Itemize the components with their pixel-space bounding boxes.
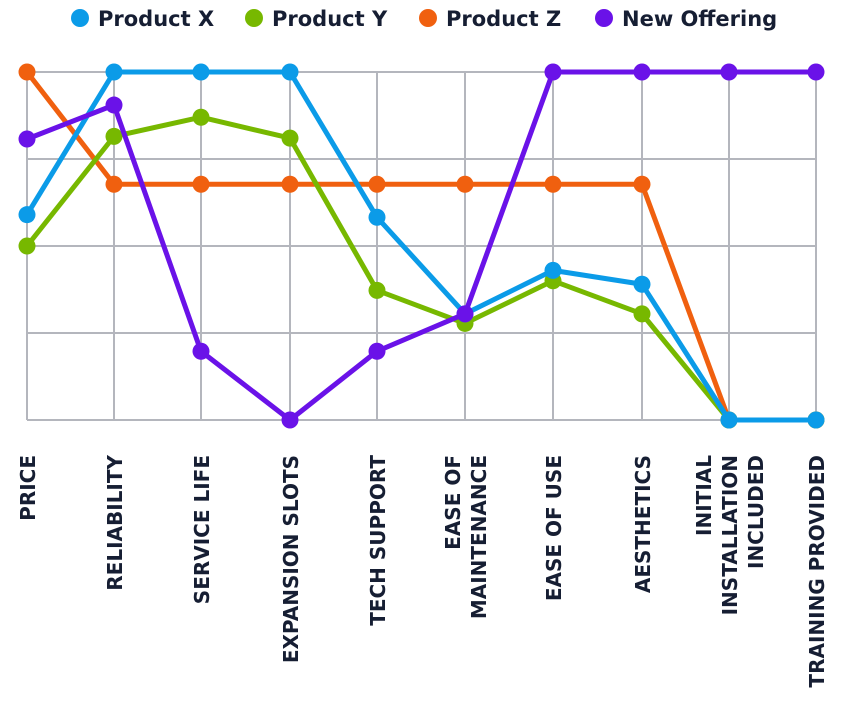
legend-label: Product X	[98, 7, 214, 31]
x-tick-label: AESTHETICS	[631, 455, 655, 593]
legend-item[interactable]: Product X	[71, 7, 214, 31]
data-point[interactable]	[544, 261, 562, 279]
data-point[interactable]	[368, 342, 386, 360]
x-tick-label: INCLUDED	[744, 455, 768, 569]
data-point[interactable]	[105, 127, 123, 145]
legend-item[interactable]: New Offering	[595, 7, 777, 31]
legend-item[interactable]: Product Z	[419, 7, 561, 31]
legend-dot-icon	[595, 9, 613, 27]
data-point[interactable]	[192, 63, 210, 81]
data-point[interactable]	[192, 175, 210, 193]
data-point[interactable]	[281, 63, 299, 81]
x-tick-label: PRICE	[16, 455, 40, 521]
data-point[interactable]	[544, 63, 562, 81]
legend-dot-icon	[71, 9, 89, 27]
legend-label: New Offering	[622, 7, 777, 31]
x-tick-label: EASE OF	[441, 455, 465, 550]
series-line	[24, 69, 816, 423]
data-point[interactable]	[456, 175, 474, 193]
data-point[interactable]	[18, 63, 36, 81]
data-point[interactable]	[807, 63, 825, 81]
series-lines	[18, 63, 825, 429]
data-point[interactable]	[633, 63, 651, 81]
data-point[interactable]	[456, 305, 474, 323]
data-point[interactable]	[105, 175, 123, 193]
data-point[interactable]	[18, 130, 36, 148]
x-tick-label: EXPANSION SLOTS	[279, 455, 303, 663]
data-point[interactable]	[368, 208, 386, 226]
data-point[interactable]	[720, 411, 738, 429]
data-point[interactable]	[18, 206, 36, 224]
x-tick-label: EASE OF USE	[542, 455, 566, 601]
series-line	[25, 114, 816, 423]
grid	[26, 71, 817, 421]
x-tick-label: RELIABILITY	[103, 454, 127, 590]
legend: Product X Product Y Product Z New Offering	[71, 7, 777, 31]
data-point[interactable]	[105, 96, 123, 114]
data-point[interactable]	[368, 281, 386, 299]
legend-label: Product Z	[446, 7, 561, 31]
data-point[interactable]	[18, 237, 36, 255]
data-point[interactable]	[720, 63, 738, 81]
data-point[interactable]	[281, 129, 299, 147]
data-point[interactable]	[807, 411, 825, 429]
x-tick-label: SERVICE LIFE	[190, 455, 214, 604]
data-point[interactable]	[368, 175, 386, 193]
x-tick-label: MAINTENANCE	[467, 455, 491, 619]
x-tick-label: TECH SUPPORT	[366, 455, 390, 626]
x-tick-label: TRAINING PROVIDED	[805, 455, 829, 688]
x-tick-label: INSTALLATION	[718, 455, 742, 615]
data-point[interactable]	[633, 305, 651, 323]
data-point[interactable]	[281, 411, 299, 429]
data-point[interactable]	[633, 275, 651, 293]
legend-label: Product Y	[272, 7, 388, 31]
data-point[interactable]	[105, 63, 123, 81]
x-axis-labels: PRICE RELIABILITY SERVICE LIFE EXPANSION SL…	[16, 454, 829, 687]
series-line	[25, 70, 816, 423]
legend-item[interactable]: Product Y	[245, 7, 388, 31]
legend-dot-icon	[419, 9, 437, 27]
data-point[interactable]	[192, 108, 210, 126]
data-point[interactable]	[281, 175, 299, 193]
data-point[interactable]	[633, 175, 651, 193]
data-point[interactable]	[192, 342, 210, 360]
series-new-offering	[18, 63, 825, 429]
x-tick-label: INITIAL	[692, 455, 716, 536]
series-line	[26, 69, 816, 423]
data-point[interactable]	[544, 175, 562, 193]
legend-dot-icon	[245, 9, 263, 27]
